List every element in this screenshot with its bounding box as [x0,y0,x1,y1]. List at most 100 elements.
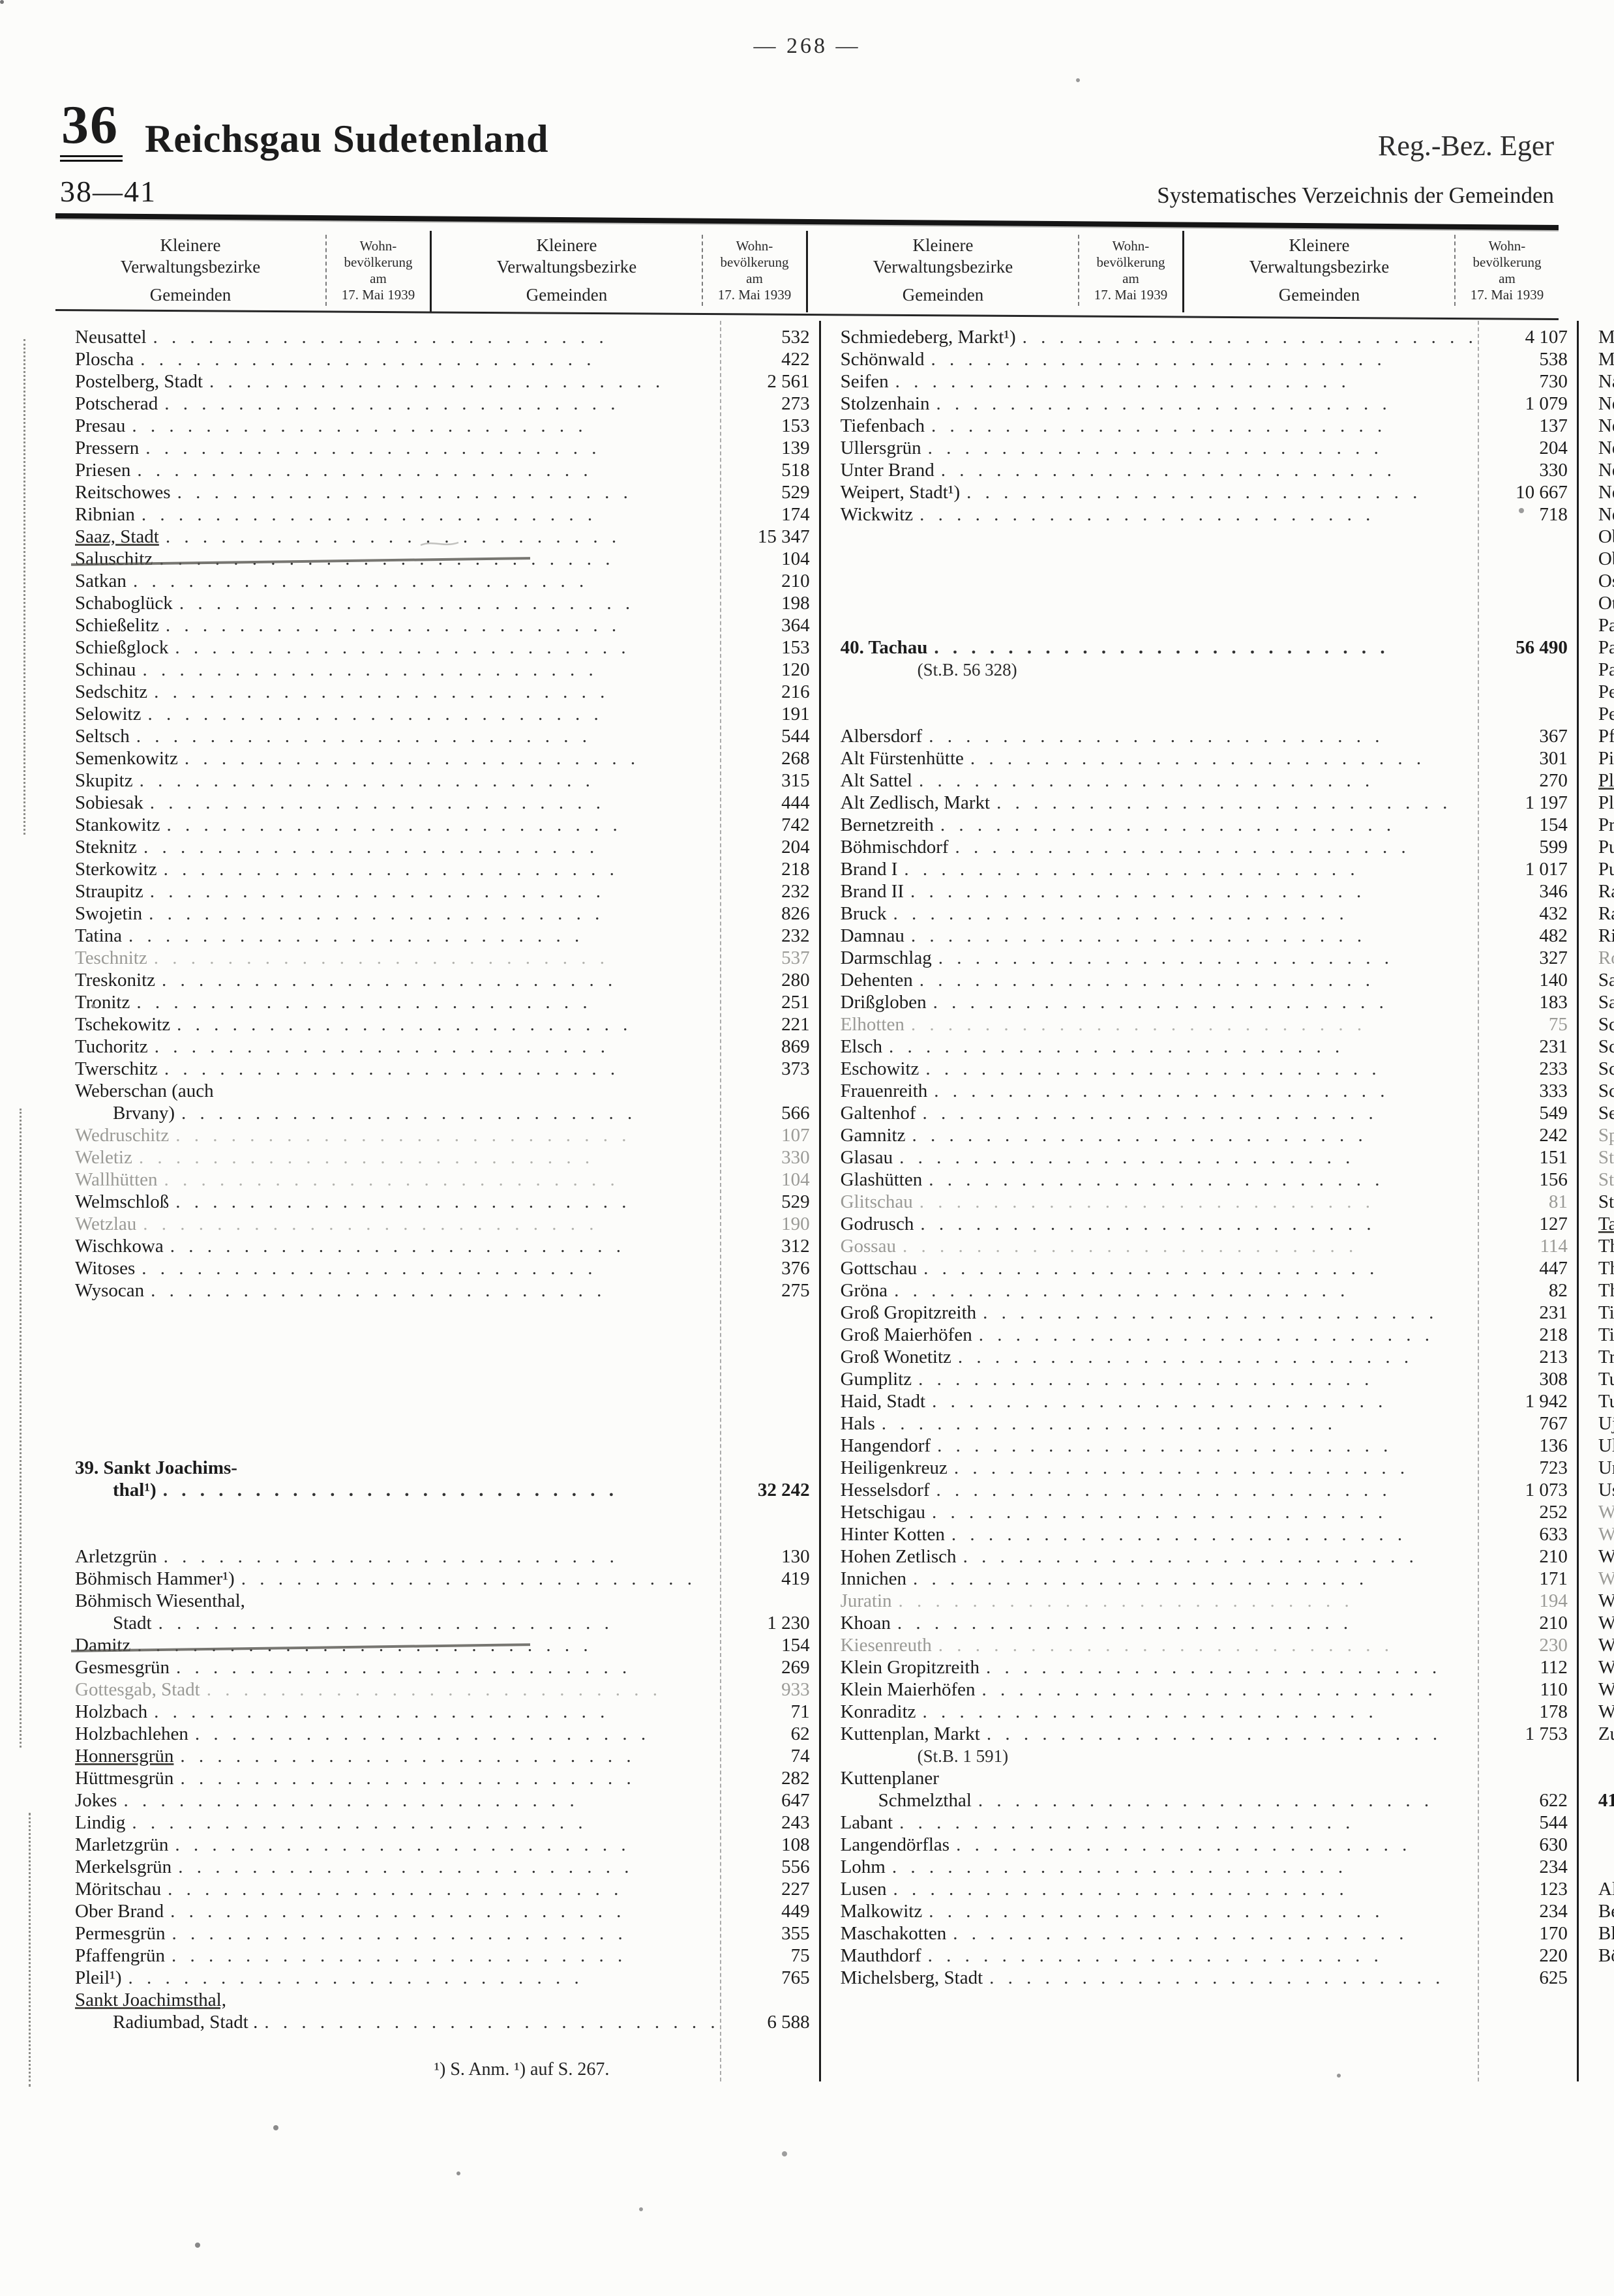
population-value: 1 230 [767,1613,810,1633]
table-row: Heiligenkreuz 723 [841,1457,1568,1479]
population-value: 449 [781,1901,810,1922]
district-title: Reichsgau Sudetenland [145,117,549,160]
population-value: 647 [781,1790,810,1811]
table-row: Thein185 [1598,1235,1614,1257]
gemeinde-name: Ullersgrün [840,438,921,458]
table-row: Alt Fürstenhütte 301 [841,747,1568,769]
table-row: (St.B. 56 328) [841,659,1568,681]
district-number: 36 [60,98,123,162]
gemeinde-name: Unter Godrisch [1598,1457,1614,1478]
dot-leader [920,1213,1478,1235]
gemeinde-name: Wesigau [1598,1568,1614,1589]
gemeinde-name: Straupitz [75,881,143,902]
table-row: Merkelsgrün 556 [75,1856,810,1878]
dot-leader [175,1191,719,1213]
table-row: Ringelberg513 [1598,925,1614,947]
table-row: Plan, Stadt4 107 [1598,769,1614,792]
table-row: Witoses 376 [75,1257,810,1279]
table-row: Weletiz 330 [75,1146,810,1169]
population-value: 268 [781,748,810,769]
table-row: Ober Brand 449 [75,1900,810,1922]
gemeinde-name: Honnersgrün [75,1746,174,1767]
gemeinde-name: Sobiesak [75,792,143,813]
header-am: am [746,270,763,286]
gemeinde-name: Wallhütten [75,1169,158,1190]
gemeinde-name: Mauthdorf [840,1945,921,1966]
gemeinde-name: Neudorf I [1598,393,1614,414]
table-row: Klein Gropitzreith 112 [841,1656,1568,1678]
gemeinde-name: Stockau [1598,1169,1614,1190]
dot-leader [164,1169,720,1191]
gemeinde-name: Wickwitz [840,504,914,525]
population-value: 367 [1539,726,1568,747]
table-row: Gottesgab, Stadt 933 [75,1678,810,1701]
handwriting-scribble [420,541,459,546]
gemeinde-name: Seltsch [75,726,130,747]
population-value: 529 [781,482,810,503]
gemeinde-name: Gossau [840,1236,896,1257]
dot-leader [1023,326,1478,348]
table-row: Lohm 234 [841,1856,1568,1878]
table-row: Holzbachlehen 62 [75,1723,810,1745]
dot-leader [996,792,1478,814]
gemeinde-name: Böhmisch Hammer¹) [75,1568,235,1589]
population-value: 233 [1539,1058,1568,1079]
population-value: 123 [1539,1879,1568,1900]
table-row: Wysocan 275 [75,1279,810,1302]
dot-leader [899,1590,1478,1612]
gemeinde-name: Ujest [1598,1413,1614,1434]
table-row: Gumplitz 308 [841,1368,1568,1390]
population-value: 422 [781,349,810,370]
table-row: Woschnitz233 [1598,1656,1614,1678]
population-value: 529 [781,1191,810,1212]
dot-leader [910,880,1478,902]
table-row: Reitschowes 529 [75,481,810,503]
header-verwaltungsbezirke: Verwaltungsbezirke [1249,257,1390,276]
gemeinde-name: Molgau [1598,349,1614,370]
dot-leader [904,858,1478,880]
table-row: Tuchoritz 869 [75,1036,810,1058]
dot-leader [179,592,720,614]
gemeinde-name: Böhmisch Borau [1598,1945,1614,1966]
gemeinde-name: Naketendörflas [1598,371,1614,392]
gemeinde-name: Schlief [1598,1014,1614,1035]
gemeinde-name: Twerschitz [75,1058,158,1079]
gemeinde-name: Sankt Joachimsthal, [75,1990,226,2010]
header-kleinere: Kleinere [912,235,974,255]
table-row: Kuttenplan, Markt 1 753 [841,1723,1568,1745]
gemeinde-name: Godrusch [840,1214,914,1234]
dot-leader [172,1945,720,1967]
table-row: Weipert, Stadt¹) 10 667 [841,481,1568,503]
gemeinde-name: Oberdorf [1598,526,1614,547]
gemeinde-name: Treskonitz [75,970,155,991]
column-gap [1598,1834,1614,1878]
dot-leader [176,1656,720,1678]
dot-leader [982,1678,1478,1701]
dot-leader [170,1235,720,1257]
gemeinde-name: Pfraumberg, Markt [1598,726,1614,747]
table-row: Stolzenhain 1 079 [841,393,1568,415]
population-value: 204 [1539,438,1568,458]
dot-leader [155,1036,720,1058]
scan-margin-artifact [23,339,25,835]
population-value: 71 [790,1701,810,1722]
gemeinde-name: Sedschitz [75,681,148,702]
population-value: 227 [781,1879,810,1900]
gemeinde-name: Tschekowitz [75,1014,171,1035]
table-row: Strachowitz115 [1598,1191,1614,1213]
dot-leader [919,969,1478,991]
dot-leader [894,1279,1478,1302]
gemeinde-name: Sterkowitz [75,859,157,880]
population-value: 232 [781,881,810,902]
subcolumn-separator [1477,321,1479,2081]
header-datum: 17. Mai 1939 [1094,286,1168,303]
table-row: Oberdorf185 [1598,526,1614,548]
dot-leader [940,814,1478,836]
table-row: Schmelzthal 622 [841,1789,1568,1811]
population-value: 544 [1539,1812,1568,1833]
table-row: Schönbrunn777 [1598,1036,1614,1058]
dot-leader [164,1545,720,1568]
population-value: 538 [1539,349,1568,370]
gemeinde-name: Pernartitz [1598,681,1614,702]
gemeinde-name: Wysocan [75,1280,145,1301]
